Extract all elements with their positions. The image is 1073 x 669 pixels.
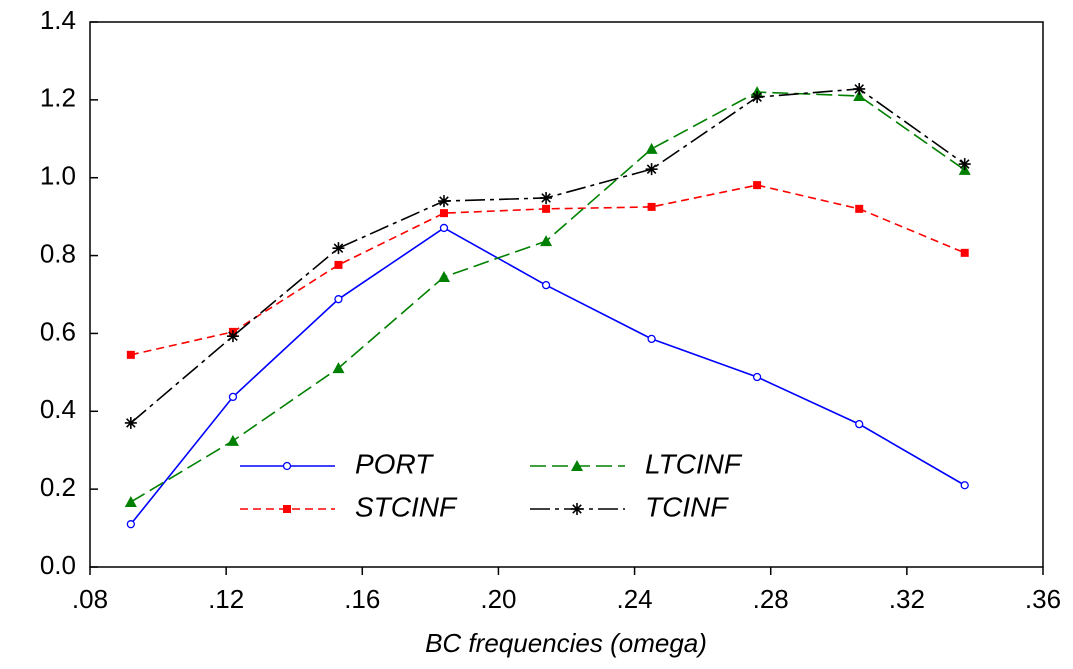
series-line (130, 226, 966, 525)
legend-marker (283, 505, 291, 513)
data-point (853, 82, 866, 95)
data-point (960, 481, 969, 490)
data-point (126, 520, 135, 529)
legend-label: STCINF (355, 491, 458, 522)
data-point (645, 163, 658, 176)
y-tick-label: 1.0 (40, 161, 76, 191)
data-point (334, 260, 343, 269)
data-point (541, 281, 551, 290)
legend-label: LTCINF (645, 448, 743, 479)
series-line (130, 91, 966, 503)
y-tick-label: 0.6 (40, 316, 76, 346)
y-tick-label: 0.4 (40, 394, 76, 424)
data-point (226, 330, 239, 343)
x-tick-label: .36 (1025, 584, 1061, 614)
data-point (126, 350, 135, 359)
x-axis-label: BC frequencies (omega) (425, 628, 707, 658)
x-tick-label: .32 (889, 584, 925, 614)
data-point (853, 89, 866, 101)
data-point (958, 158, 971, 171)
data-point (647, 334, 656, 344)
data-point (542, 204, 551, 213)
y-tick-label: 1.4 (40, 5, 76, 35)
data-point (124, 416, 137, 429)
data-point (855, 419, 864, 429)
y-tick-label: 1.2 (40, 83, 76, 113)
series-line (130, 88, 966, 424)
data-point (540, 235, 553, 247)
y-tick-label: 0.8 (40, 238, 76, 268)
data-point (439, 223, 449, 233)
data-point (332, 242, 345, 255)
data-point (334, 295, 343, 304)
legend-marker (282, 461, 292, 471)
data-point (645, 142, 658, 154)
data-point (228, 392, 238, 402)
data-point (332, 362, 345, 374)
data-point (439, 209, 448, 218)
data-point (540, 191, 553, 204)
legend-label: TCINF (645, 491, 729, 522)
data-point (647, 202, 656, 211)
x-tick-label: .24 (616, 584, 652, 614)
data-point (753, 181, 762, 190)
x-tick-label: .08 (72, 584, 108, 614)
y-tick-label: 0.2 (40, 472, 76, 502)
y-tick-label: 0.0 (40, 550, 76, 580)
x-tick-label: .28 (753, 584, 789, 614)
plot-frame (89, 21, 1044, 568)
x-tick-label: .16 (344, 584, 380, 614)
x-tick-label: .12 (208, 584, 244, 614)
data-point (226, 434, 239, 446)
legend-label: PORT (355, 448, 434, 479)
data-point (960, 248, 969, 257)
legend-marker (571, 503, 583, 515)
data-point (437, 270, 450, 282)
legend-marker (571, 460, 583, 471)
data-point (751, 91, 764, 104)
data-point (124, 495, 137, 507)
data-point (855, 204, 864, 213)
x-tick-label: .20 (480, 584, 516, 614)
data-point (752, 372, 762, 382)
data-point (437, 195, 450, 208)
